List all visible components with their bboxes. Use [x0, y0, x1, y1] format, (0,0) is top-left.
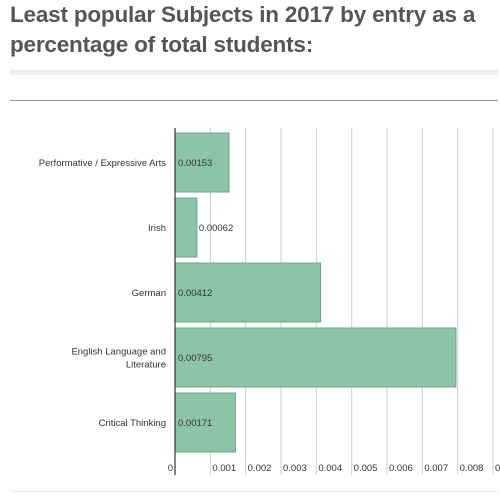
- category-label: Literature: [126, 360, 166, 371]
- bar-value-label: 0.00153: [178, 158, 212, 169]
- bar-value-label: 0.00412: [178, 288, 212, 299]
- bar-value-label: 0.00795: [178, 353, 212, 364]
- chart-top-rule: [10, 100, 498, 101]
- x-tick-label: 0.006: [389, 463, 413, 474]
- bar: [174, 197, 198, 258]
- x-tick-label: 0.001: [212, 463, 236, 474]
- x-tick-label: 0.005: [354, 463, 378, 474]
- x-tick-label: 0.003: [283, 463, 307, 474]
- bar-value-label: 0.00062: [199, 223, 233, 234]
- category-label: Performative / Expressive Arts: [39, 158, 166, 169]
- bar: [174, 132, 230, 193]
- category-label: English Language and: [71, 347, 166, 358]
- x-tick-label: 0.009: [495, 463, 500, 474]
- bar: [174, 392, 236, 453]
- chart-bottom-rule: [10, 491, 498, 492]
- x-tick-label: 0.008: [460, 463, 484, 474]
- x-tick-label: 0.007: [424, 463, 448, 474]
- bar: [174, 327, 457, 388]
- title-divider: [10, 70, 498, 75]
- page-title: Least popular Subjects in 2017 by entry …: [10, 2, 476, 57]
- category-label: Critical Thinking: [99, 418, 166, 429]
- x-tick-label: 0: [168, 463, 173, 474]
- category-label: Irish: [148, 223, 166, 234]
- x-tick-label: 0.004: [318, 463, 342, 474]
- x-tick-label: 0.002: [248, 463, 272, 474]
- category-label: German: [132, 288, 166, 299]
- bar-value-label: 0.00171: [178, 418, 212, 429]
